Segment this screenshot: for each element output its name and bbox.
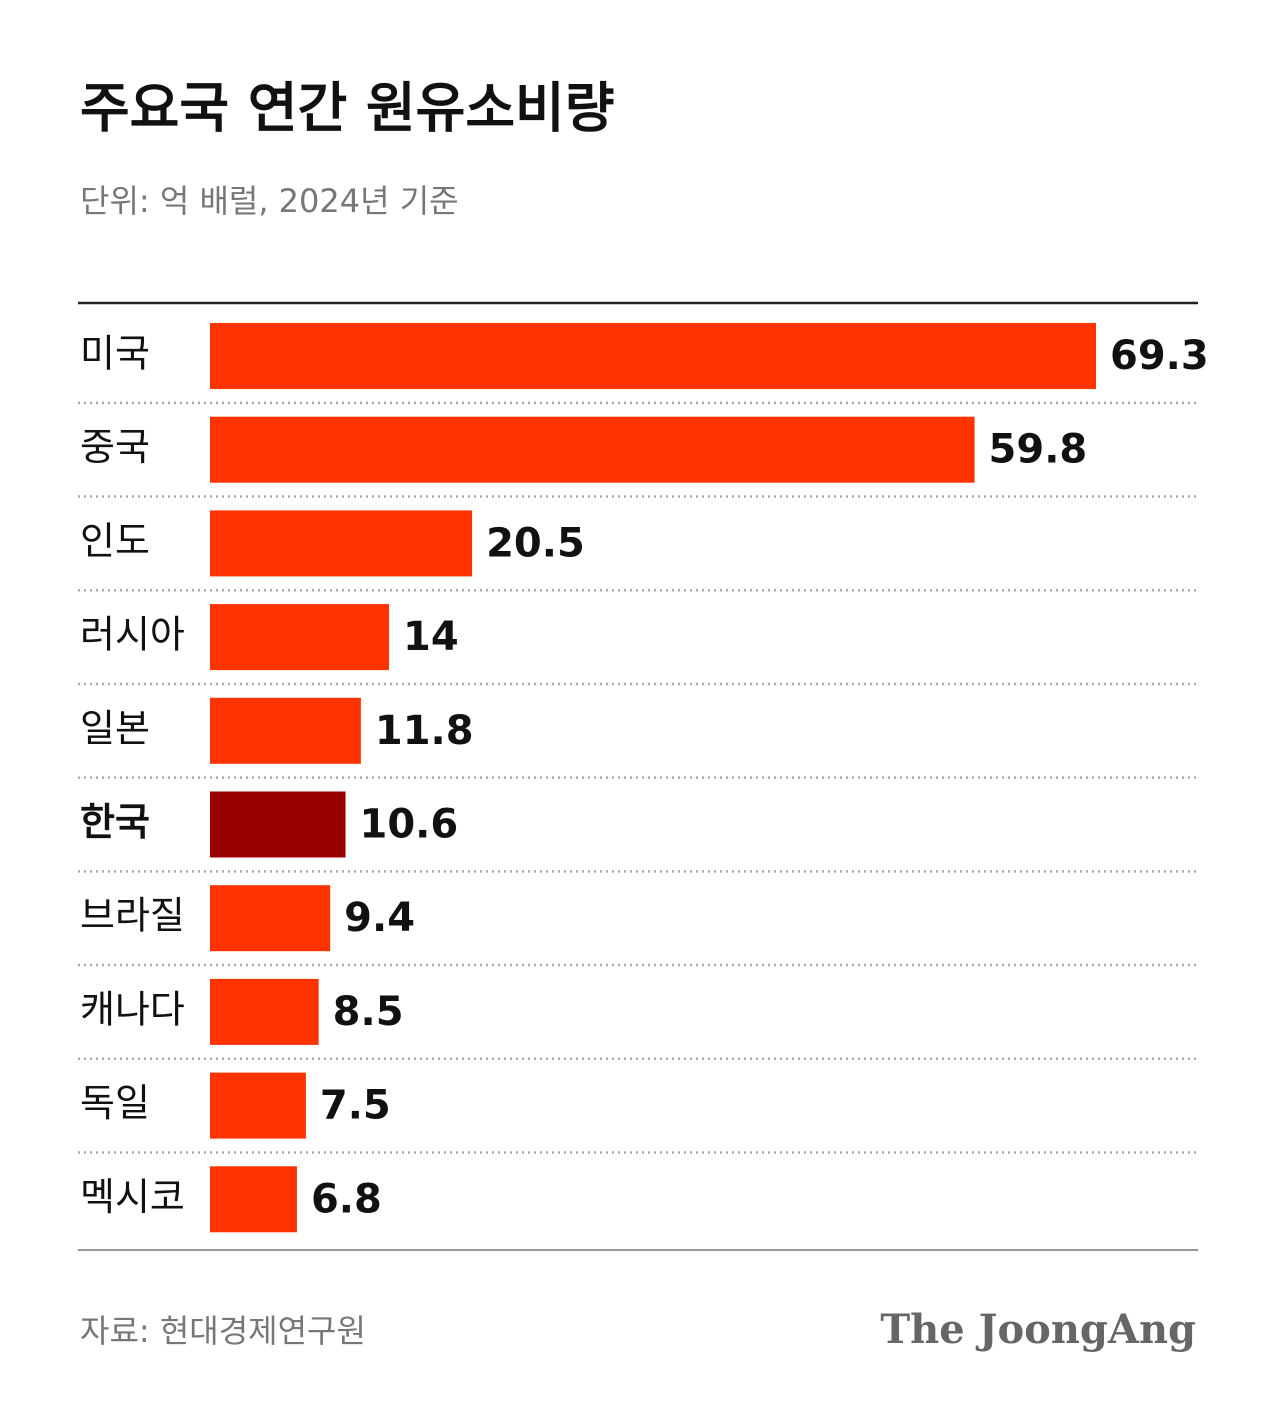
value-label: 7.5 (320, 1083, 391, 1129)
bar (210, 416, 975, 483)
value-label: 69.3 (1110, 333, 1209, 379)
category-label: 중국 (80, 425, 150, 469)
bar (210, 1072, 306, 1139)
value-label: 11.8 (375, 708, 474, 754)
value-label: 20.5 (486, 520, 585, 566)
value-label: 10.6 (360, 802, 459, 848)
value-label: 8.5 (333, 989, 404, 1035)
chart-title: 주요국 연간 원유소비량 (80, 77, 614, 140)
chart-subtitle: 단위: 억 배럴, 2024년 기준 (80, 182, 459, 220)
category-label: 러시아 (80, 613, 185, 657)
category-label: 캐나다 (80, 987, 185, 1031)
bar (210, 604, 389, 671)
value-label: 59.8 (989, 427, 1088, 473)
bar (210, 885, 331, 952)
category-label: 멕시코 (80, 1175, 185, 1219)
bar (210, 697, 361, 764)
bar (210, 510, 473, 577)
bar (210, 791, 346, 858)
brand-logo: The JoongAng (880, 1306, 1196, 1353)
source: 자료: 현대경제연구원 (80, 1312, 366, 1350)
category-label: 한국 (80, 800, 150, 844)
category-label: 일본 (80, 706, 150, 750)
category-label: 독일 (80, 1081, 150, 1125)
value-label: 14 (403, 614, 459, 660)
bar (210, 323, 1096, 389)
value-label: 9.4 (344, 895, 415, 941)
category-label: 인도 (80, 519, 150, 563)
value-label: 6.8 (311, 1176, 382, 1222)
category-label: 브라질 (80, 894, 185, 938)
category-label: 미국 (80, 332, 150, 376)
bar (210, 1166, 297, 1233)
bar (210, 978, 319, 1045)
